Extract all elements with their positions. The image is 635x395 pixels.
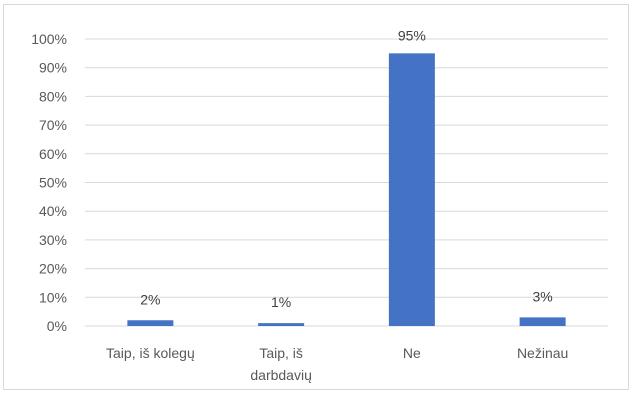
y-axis-tick-labels: 0% 10% 20% 30% 40% 50% 60% 70% 80% 90% 100% bbox=[31, 31, 67, 334]
bar bbox=[519, 317, 566, 326]
x-tick-label: Nežinau bbox=[517, 345, 568, 361]
data-label: 1% bbox=[271, 294, 291, 310]
y-tick-label: 60% bbox=[39, 146, 67, 162]
data-label: 95% bbox=[398, 27, 426, 43]
bar bbox=[388, 53, 435, 326]
y-tick-label: 90% bbox=[39, 60, 67, 76]
x-tick-label: darbdavių bbox=[250, 367, 312, 383]
y-tick-label: 70% bbox=[39, 117, 67, 133]
y-tick-label: 50% bbox=[39, 175, 67, 191]
data-label: 2% bbox=[140, 291, 160, 307]
y-tick-label: 0% bbox=[47, 318, 67, 334]
data-label: 3% bbox=[533, 288, 553, 304]
y-tick-label: 100% bbox=[31, 31, 67, 47]
data-labels: 2% 1% 95% 3% bbox=[140, 27, 552, 310]
y-tick-label: 40% bbox=[39, 203, 67, 219]
x-tick-label: Ne bbox=[403, 345, 421, 361]
y-tick-label: 80% bbox=[39, 88, 67, 104]
gridlines bbox=[85, 38, 608, 327]
bar bbox=[127, 320, 174, 326]
x-axis-category-labels: Taip, iš kolegų Taip, iš darbdavių Ne Nežina… bbox=[106, 345, 568, 383]
x-tick-label: Taip, iš kolegų bbox=[106, 345, 195, 361]
y-tick-label: 20% bbox=[39, 261, 67, 277]
bar bbox=[258, 323, 305, 326]
bars bbox=[127, 53, 566, 326]
y-tick-label: 30% bbox=[39, 232, 67, 248]
y-tick-label: 10% bbox=[39, 289, 67, 305]
x-tick-label: Taip, iš bbox=[259, 345, 303, 361]
